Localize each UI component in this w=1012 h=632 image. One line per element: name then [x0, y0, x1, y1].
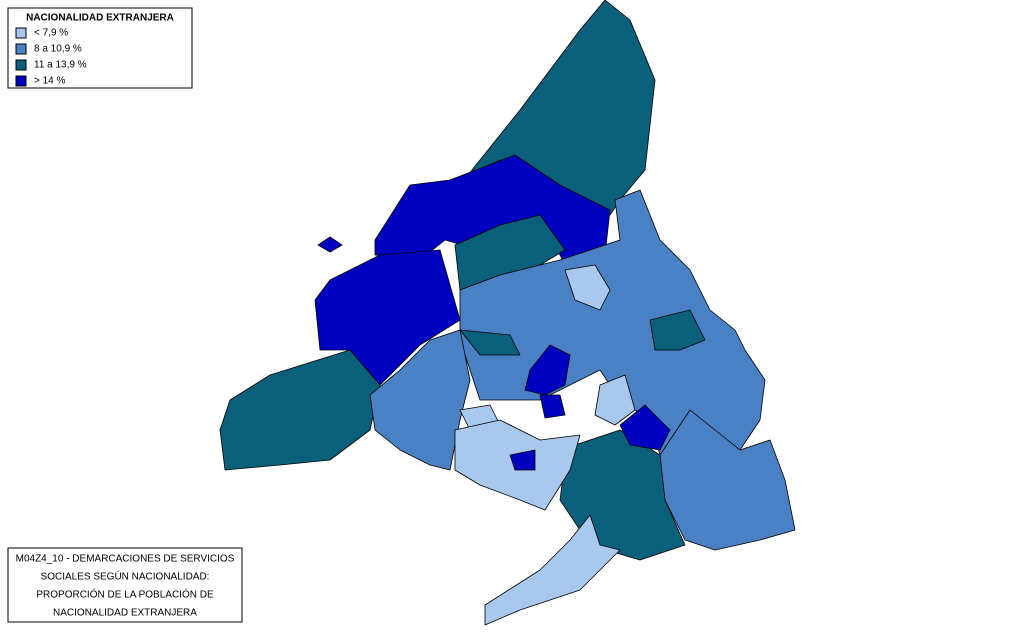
legend-box — [7, 7, 193, 89]
caption-line: NACIONALIDAD EXTRANJERA — [53, 608, 197, 619]
region — [619, 404, 671, 451]
legend-swatch — [15, 59, 27, 71]
region — [459, 329, 521, 356]
region — [449, 0, 656, 216]
region — [369, 329, 471, 471]
legend-label: > 14 % — [34, 76, 66, 87]
region — [659, 409, 796, 551]
legend-swatch — [15, 43, 27, 55]
region — [317, 236, 343, 253]
region — [484, 514, 621, 626]
region — [524, 344, 571, 396]
region — [594, 374, 636, 426]
legend-title: NACIONALIDAD EXTRANJERA — [26, 13, 174, 24]
region — [219, 349, 381, 471]
legend-swatch — [15, 27, 27, 39]
caption-box — [7, 547, 243, 623]
legend-swatch — [15, 75, 27, 87]
legend-label: 11 a 13,9 % — [34, 60, 87, 71]
region — [649, 309, 706, 351]
caption: M04Z4_10 - DEMARCACIONES DE SERVICIOS SOC… — [7, 547, 243, 623]
legend: NACIONALIDAD EXTRANJERA < 7,9 % 8 a 10,9 … — [7, 7, 193, 89]
caption-line: PROPORCIÓN DE LA POBLACIÓN DE — [36, 588, 214, 601]
region — [564, 264, 611, 311]
caption-line: M04Z4_10 - DEMARCACIONES DE SERVICIOS — [16, 554, 235, 565]
legend-label: < 7,9 % — [34, 28, 68, 39]
region — [509, 449, 536, 471]
region — [539, 394, 566, 419]
legend-label: 8 a 10,9 % — [34, 44, 82, 55]
caption-line: SOCIALES SEGÚN NACIONALIDAD: — [41, 570, 210, 583]
map — [219, 0, 796, 626]
